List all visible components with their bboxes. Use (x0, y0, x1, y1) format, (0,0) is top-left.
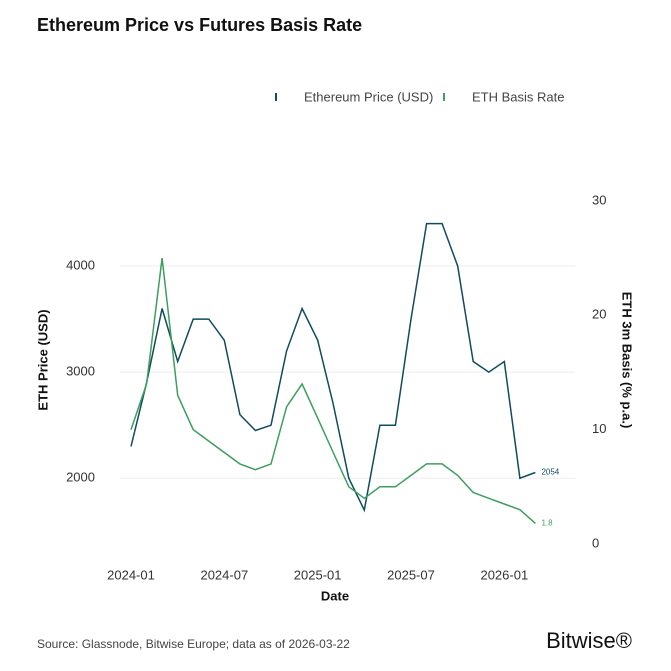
legend-label: Ethereum Price (USD) (304, 89, 433, 104)
x-tick-label: 2025-01 (294, 567, 342, 582)
series-line (130, 222, 536, 513)
legend-label: ETH Basis Rate (472, 89, 564, 104)
y-axis-title: ETH Price (USD) (35, 309, 50, 410)
y-tick-label: 2000 (66, 470, 95, 485)
series-line (130, 258, 536, 524)
y2-tick-label: 10 (592, 421, 606, 436)
source-note: Source: Glassnode, Bitwise Europe; data … (37, 637, 350, 651)
end-value-label: 1.8 (541, 519, 553, 528)
x-tick-label: 2026-01 (480, 567, 528, 582)
brand-logo: Bitwise® (546, 628, 632, 653)
x-tick-label: 2024-07 (200, 567, 248, 582)
x-tick-label: 2024-01 (107, 567, 155, 582)
y2-tick-label: 20 (592, 307, 606, 322)
y2-axis-title: ETH 3m Basis (% p.a.) (620, 292, 635, 429)
x-tick-label: 2025-07 (387, 567, 435, 582)
chart-title: Ethereum Price vs Futures Basis Rate (37, 15, 362, 35)
y2-tick-label: 30 (592, 192, 606, 207)
end-value-label: 2054 (541, 468, 559, 477)
y-tick-label: 4000 (66, 257, 95, 272)
y-tick-label: 3000 (66, 364, 95, 379)
x-axis-title: Date (321, 588, 349, 603)
y2-tick-label: 0 (592, 535, 599, 550)
